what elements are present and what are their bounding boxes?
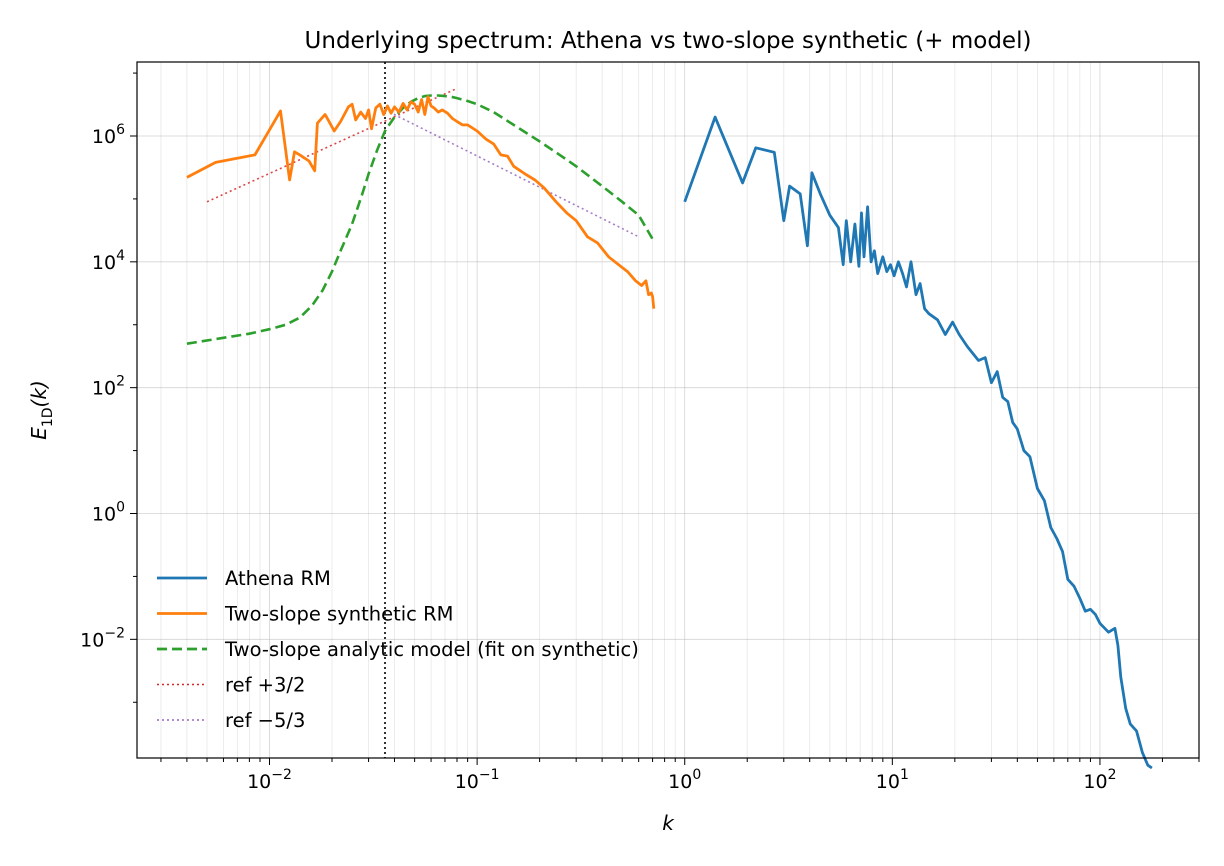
y-axis-label-argument: (k) xyxy=(27,380,51,407)
series-layer xyxy=(186,87,1153,770)
x-tick-exponent: 1 xyxy=(900,767,909,783)
y-axis-label-subscript: 1D xyxy=(40,407,56,427)
series-line-3 xyxy=(206,87,458,203)
legend: Athena RM Two-slope synthetic RM Two-slope… xyxy=(157,567,639,732)
legend-label-0: Athena RM xyxy=(225,567,331,590)
x-tick-base: 10 xyxy=(455,771,479,793)
x-tick-exponent: 0 xyxy=(692,767,701,783)
x-tick-label: 10−2 xyxy=(247,767,292,793)
series-line-4 xyxy=(384,109,640,238)
y-tick-exponent: 2 xyxy=(116,374,125,390)
y-tick-base: 10 xyxy=(92,252,116,274)
y-tick-base: 10 xyxy=(92,504,116,526)
plot-frame xyxy=(136,61,1200,759)
x-tick-exponent: −2 xyxy=(271,767,292,783)
y-axis-label: E1D(k) xyxy=(27,380,56,440)
x-tick-base: 10 xyxy=(1083,771,1107,793)
x-tick-exponent: −1 xyxy=(479,767,500,783)
x-tick-base: 10 xyxy=(876,771,900,793)
x-axis-label: k xyxy=(662,811,675,835)
y-tick-label: 104 xyxy=(92,248,125,274)
y-tick-base: 10 xyxy=(80,629,104,651)
y-tick-base: 10 xyxy=(92,126,116,148)
y-tick-exponent: −2 xyxy=(104,625,125,641)
legend-label-4: ref −5/3 xyxy=(225,709,305,732)
x-tick-label: 101 xyxy=(876,767,909,793)
series-line-2 xyxy=(186,94,654,345)
y-tick-label: 106 xyxy=(92,122,125,148)
x-tick-label: 100 xyxy=(668,767,701,793)
y-tick-label: 100 xyxy=(92,500,125,526)
legend-label-1: Two-slope synthetic RM xyxy=(224,603,453,626)
y-tick-exponent: 4 xyxy=(116,248,125,264)
y-axis-label-main: E xyxy=(27,427,51,440)
y-tick-label: 102 xyxy=(92,374,125,400)
x-tick-base: 10 xyxy=(668,771,692,793)
grid xyxy=(137,62,1200,758)
y-tick-label: 10−2 xyxy=(80,625,125,651)
x-tick-base: 10 xyxy=(247,771,271,793)
x-tick-label: 102 xyxy=(1083,767,1116,793)
chart-title: Underlying spectrum: Athena vs two-slope… xyxy=(305,28,1032,54)
y-tick-exponent: 6 xyxy=(116,122,125,138)
y-tick-base: 10 xyxy=(92,378,116,400)
series-line-0 xyxy=(683,115,1153,770)
legend-label-3: ref +3/2 xyxy=(225,674,305,697)
legend-label-2: Two-slope analytic model (fit on synthet… xyxy=(224,638,639,661)
x-tick-label: 10−1 xyxy=(455,767,500,793)
x-tick-exponent: 2 xyxy=(1108,767,1117,783)
y-tick-exponent: 0 xyxy=(116,500,125,516)
series-line-1 xyxy=(186,95,656,309)
